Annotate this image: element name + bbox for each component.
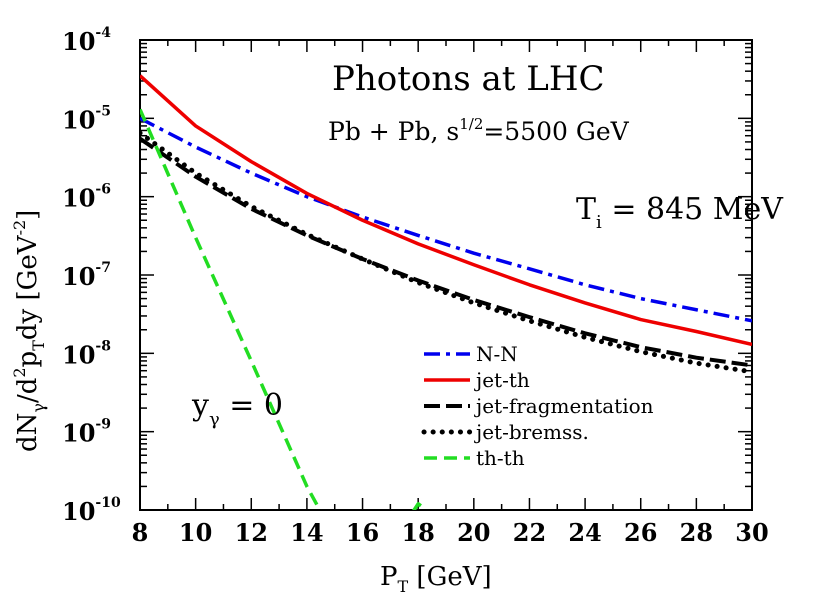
rapidity-annotation: yγ = 0 <box>191 388 283 430</box>
legend: N-Njet-thjet-fragmentationjet-bremss.th-… <box>421 342 654 470</box>
x-tick-label: 10 <box>179 518 212 547</box>
x-tick-label: 8 <box>132 518 149 547</box>
chart-title: Photons at LHC <box>332 59 605 99</box>
x-tick-label: 28 <box>680 518 713 547</box>
x-tick-label: 26 <box>624 518 657 547</box>
legend-label: N-N <box>476 342 518 366</box>
series-lines <box>140 74 752 510</box>
legend-label: jet-th <box>474 368 530 392</box>
y-tick-label: 10-8 <box>62 338 111 369</box>
series-jet-bremss <box>140 130 752 375</box>
y-tick-label: 10-9 <box>62 417 111 448</box>
system-annotation: Pb + Pb, s1/2=5500 GeV <box>328 115 630 146</box>
x-tick-label: 12 <box>235 518 268 547</box>
y-tick-label: 10-10 <box>62 495 121 526</box>
y-tick-labels: 10-4 10-5 10-6 10-7 10-8 10-9 10-10 <box>62 25 121 526</box>
legend-label: th-th <box>476 446 525 470</box>
series-n-n <box>140 116 752 323</box>
temperature-annotation: Ti = 845 MeV <box>576 192 784 233</box>
plot-frame <box>139 39 753 511</box>
x-tick-label: 30 <box>735 518 768 547</box>
series-jet-th <box>140 74 752 347</box>
x-tick-label: 18 <box>401 518 434 547</box>
y-tick-label: 10-5 <box>62 103 111 134</box>
y-tick-label: 10-7 <box>62 260 111 291</box>
x-tick-label: 24 <box>568 518 601 547</box>
legend-label: jet-fragmentation <box>474 394 654 418</box>
x-tick-label: 16 <box>346 518 379 547</box>
y-tick-label: 10-6 <box>62 182 111 213</box>
x-tick-label: 20 <box>457 518 490 547</box>
x-axis-label: PT [GeV] <box>380 562 492 596</box>
series-jet-fragmentation <box>140 137 752 368</box>
legend-label: jet-bremss. <box>474 420 589 444</box>
y-tick-label: 10-4 <box>62 25 111 56</box>
x-tick-label: 14 <box>290 518 323 547</box>
x-tick-labels: 8 10 12 14 16 18 20 22 24 26 28 30 <box>132 518 769 547</box>
y-axis-label: dNγ/d2pTdy [GeV-2] <box>10 210 48 452</box>
series-th-th <box>140 108 428 510</box>
tick-marks <box>139 40 753 511</box>
x-tick-label: 22 <box>513 518 546 547</box>
